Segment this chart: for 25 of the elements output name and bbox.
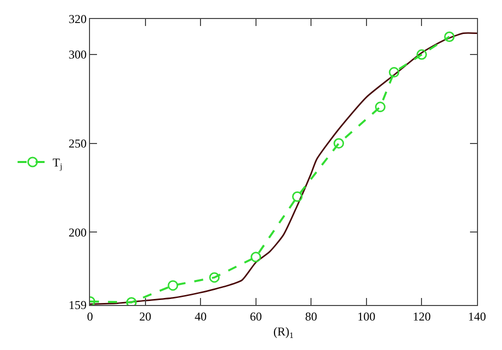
x-axis-title: (R)$_{1}$ [273, 324, 294, 340]
point [416, 49, 427, 60]
x-tick-label: 40 [194, 309, 207, 324]
point [209, 272, 220, 283]
y-tick-label: 320 [68, 12, 87, 26]
point [375, 102, 386, 112]
y-tick-label: 200 [68, 225, 87, 240]
x-tick-label: 0 [87, 309, 93, 324]
point [126, 297, 137, 305]
x-tick-label: 140 [468, 309, 486, 324]
point [388, 67, 400, 78]
point [168, 280, 178, 291]
y-tick-label: 250 [68, 136, 87, 151]
x-tick-label: 60 [250, 309, 262, 324]
x-tick-label: 100 [357, 309, 376, 324]
x-tick-label: 80 [305, 309, 318, 324]
y-tick-label: 159 [68, 298, 87, 312]
point [250, 252, 262, 262]
point [444, 32, 455, 42]
x-tick-label: 120 [412, 309, 431, 324]
legend-label: T$_{j}$ [52, 156, 62, 172]
y-tick-label: 300 [68, 48, 87, 62]
point [292, 191, 303, 202]
x-tick-label: 20 [139, 309, 152, 324]
point [334, 138, 344, 149]
